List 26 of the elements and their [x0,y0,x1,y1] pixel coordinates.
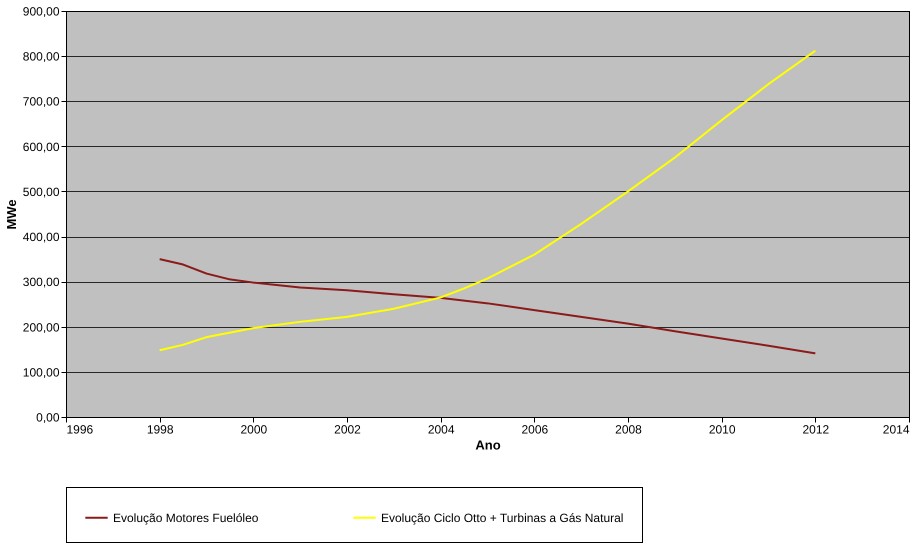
legend-label: Evolução Ciclo Otto + Turbinas a Gás Natural [381,510,624,525]
y-tick-label: 400,00 [22,230,60,244]
line-series [158,258,816,354]
y-tick-label: 500,00 [22,184,60,199]
y-tick-label: 300,00 [22,275,60,290]
x-tick-label: 2006 [521,422,549,436]
x-tick-label: 2008 [615,422,642,436]
y-tick-label: 800,00 [22,50,60,64]
x-tick-label: 2012 [802,422,830,436]
x-tick-label: 2002 [334,422,362,436]
y-tick-label: 0,00 [36,410,60,424]
x-tick-label: 2014 [882,422,910,436]
y-tick-label: 700,00 [22,94,60,109]
y-axis-title: MWe [4,199,19,230]
y-tick-label: 600,00 [22,140,60,154]
legend-label: Evolução Motores Fuelóleo [113,510,259,525]
x-tick-label: 2010 [708,422,736,436]
line-series [158,50,816,352]
y-tick-label: 200,00 [22,320,60,334]
x-tick-label: 1998 [146,422,174,436]
x-tick-label: 1996 [66,422,94,436]
y-tick-label: 900,00 [22,4,60,18]
x-tick-label: 2004 [428,422,455,436]
y-tick-label: 100,00 [22,365,60,380]
x-axis-title: Ano [475,438,501,452]
x-tick-label: 2000 [240,422,268,436]
